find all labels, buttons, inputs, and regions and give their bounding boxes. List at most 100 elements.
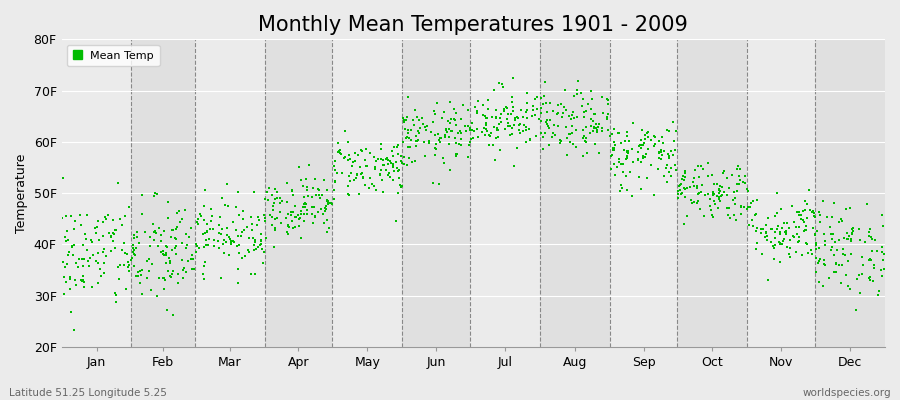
Point bbox=[386, 162, 400, 168]
Point bbox=[789, 249, 804, 256]
Point bbox=[72, 212, 86, 218]
Point bbox=[134, 272, 148, 278]
Point bbox=[824, 214, 839, 220]
Point bbox=[500, 111, 515, 117]
Point bbox=[130, 228, 145, 235]
Point bbox=[428, 152, 442, 158]
Point bbox=[128, 252, 142, 258]
Point bbox=[740, 186, 754, 192]
Point bbox=[240, 224, 255, 230]
Point bbox=[442, 141, 456, 148]
Point bbox=[812, 209, 826, 216]
Point bbox=[415, 114, 429, 121]
Point bbox=[775, 225, 789, 231]
Point bbox=[833, 280, 848, 286]
Point bbox=[353, 164, 367, 170]
Point bbox=[806, 208, 820, 214]
Point bbox=[587, 111, 601, 118]
Point bbox=[306, 219, 320, 226]
Point bbox=[270, 188, 284, 195]
Point bbox=[57, 291, 71, 298]
Point bbox=[599, 116, 614, 122]
Point bbox=[224, 239, 238, 246]
Point bbox=[670, 188, 685, 194]
Point bbox=[777, 238, 791, 244]
Point bbox=[619, 172, 634, 179]
Point bbox=[489, 115, 503, 122]
Point bbox=[385, 161, 400, 167]
Point bbox=[792, 211, 806, 218]
Point bbox=[196, 270, 211, 277]
Point bbox=[168, 236, 183, 242]
Point bbox=[165, 227, 179, 233]
Point bbox=[558, 107, 572, 113]
Point bbox=[520, 100, 535, 106]
Point bbox=[331, 149, 346, 156]
Point bbox=[391, 150, 405, 157]
Point bbox=[76, 276, 91, 283]
Point bbox=[446, 116, 461, 122]
Point bbox=[744, 200, 759, 206]
Point bbox=[454, 130, 468, 136]
Point bbox=[158, 286, 172, 292]
Point bbox=[764, 238, 778, 245]
Point bbox=[680, 213, 695, 220]
Point bbox=[554, 138, 569, 144]
Point bbox=[809, 246, 824, 252]
Point bbox=[443, 99, 457, 106]
Point bbox=[437, 134, 452, 140]
Point bbox=[773, 240, 788, 246]
Point bbox=[406, 122, 420, 128]
Point bbox=[108, 227, 122, 233]
Point bbox=[614, 161, 628, 167]
Point bbox=[691, 174, 706, 180]
Point bbox=[488, 157, 502, 164]
Point bbox=[635, 142, 650, 148]
Point bbox=[750, 197, 764, 204]
Point bbox=[478, 112, 492, 119]
Point bbox=[444, 128, 458, 134]
Point bbox=[538, 119, 553, 126]
Point bbox=[400, 134, 414, 140]
Point bbox=[651, 166, 665, 172]
Point bbox=[841, 282, 855, 289]
Point bbox=[630, 149, 644, 156]
Point bbox=[168, 235, 183, 241]
Point bbox=[247, 247, 261, 254]
Point bbox=[324, 200, 338, 206]
Point bbox=[587, 124, 601, 130]
Point bbox=[356, 175, 371, 182]
Point bbox=[501, 120, 516, 126]
Point bbox=[274, 220, 289, 226]
Point bbox=[670, 195, 685, 201]
Point bbox=[349, 170, 364, 177]
Point bbox=[509, 114, 524, 120]
Point bbox=[807, 231, 822, 237]
Point bbox=[536, 101, 550, 107]
Point bbox=[577, 114, 591, 120]
Point bbox=[760, 237, 774, 244]
Point bbox=[505, 125, 519, 131]
Point bbox=[112, 216, 127, 222]
Point bbox=[386, 164, 400, 170]
Point bbox=[851, 226, 866, 232]
Point bbox=[64, 308, 78, 315]
Point bbox=[652, 138, 666, 144]
Point bbox=[119, 286, 133, 292]
Point bbox=[641, 129, 655, 136]
Point bbox=[211, 238, 225, 245]
Bar bbox=[402, 39, 470, 347]
Point bbox=[490, 135, 504, 141]
Point bbox=[612, 159, 626, 166]
Point bbox=[680, 185, 694, 192]
Point bbox=[181, 258, 195, 264]
Point bbox=[391, 141, 405, 148]
Point bbox=[89, 230, 104, 236]
Point bbox=[560, 135, 574, 141]
Point bbox=[292, 216, 306, 222]
Point bbox=[320, 200, 335, 206]
Point bbox=[109, 227, 123, 233]
Point bbox=[675, 175, 689, 182]
Point bbox=[317, 220, 331, 226]
Point bbox=[107, 290, 122, 296]
